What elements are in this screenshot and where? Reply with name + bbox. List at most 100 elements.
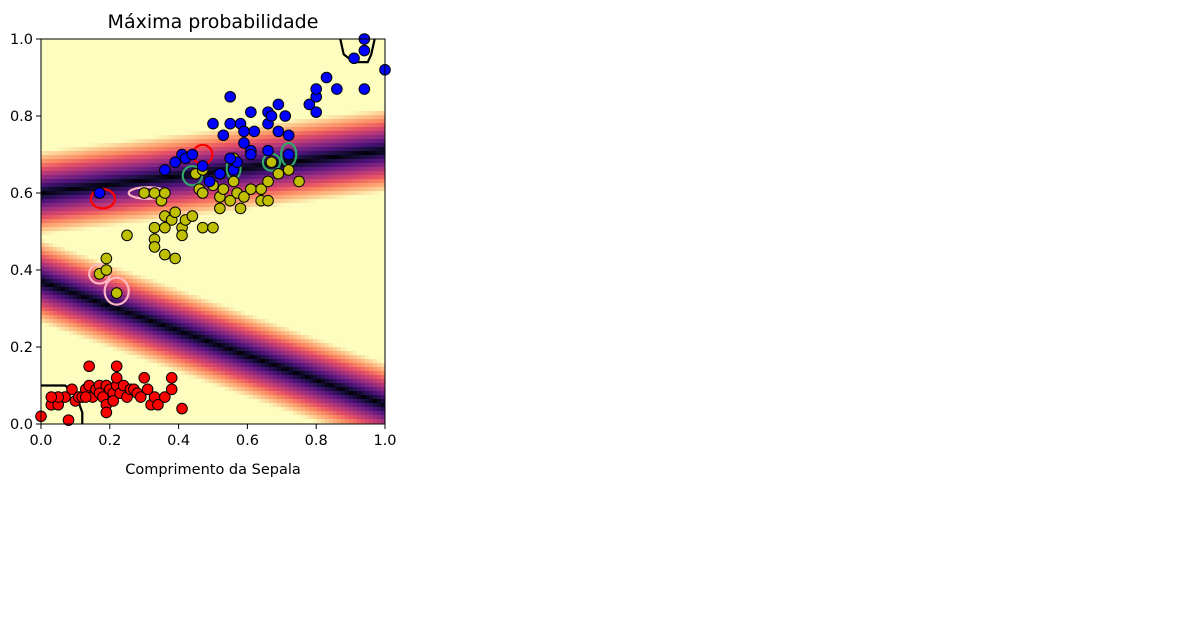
scatter-point-s2-42 bbox=[203, 175, 216, 188]
scatter-point-s1-2 bbox=[100, 252, 113, 265]
scatter-point-s0-44 bbox=[79, 391, 92, 403]
scatter-point-s0-39 bbox=[165, 383, 178, 396]
scatter-point-s0-33 bbox=[141, 383, 154, 396]
scatter-point-s2-8 bbox=[217, 129, 230, 142]
scatter-point-s1-4 bbox=[121, 229, 133, 242]
scatter-point-s2-32 bbox=[310, 83, 323, 95]
scatter-point-s1-15 bbox=[148, 241, 161, 253]
scatter-point-s1-38 bbox=[255, 183, 267, 195]
scatter-point-s0-21 bbox=[107, 395, 120, 407]
scatter-point-s1-19 bbox=[176, 229, 188, 242]
scatter-point-s1-17 bbox=[159, 248, 171, 261]
scatter-point-s2-37 bbox=[358, 83, 371, 95]
x-tick-label: 0.0 bbox=[29, 433, 52, 449]
scatter-point-s2-34 bbox=[331, 83, 343, 95]
annotation-outline-5 bbox=[181, 164, 204, 187]
scatter-point-s0-36 bbox=[152, 398, 164, 411]
y-tick-label: 1.0 bbox=[10, 32, 33, 48]
x-axis: 0.0 0.2 0.4 0.6 0.8 1.0 bbox=[29, 424, 397, 449]
scatter-point-s2-41 bbox=[214, 167, 226, 180]
scatter-point-s2-18 bbox=[245, 106, 257, 118]
scatter-point-s2-33 bbox=[320, 71, 333, 84]
scatter-point-s2-9 bbox=[224, 90, 236, 103]
scatter-point-s1-40 bbox=[262, 175, 274, 188]
scatter-point-s2-35 bbox=[348, 52, 360, 65]
scatter-point-s2-26 bbox=[279, 110, 292, 122]
scatter-point-s2-10 bbox=[224, 117, 236, 130]
probability-heatmap bbox=[41, 39, 385, 424]
scatter-point-s2-14 bbox=[238, 137, 250, 149]
chart-title: Máxima probabilidade bbox=[108, 11, 319, 33]
plot-frame bbox=[40, 38, 386, 425]
scatter-point-s2-24 bbox=[272, 98, 285, 111]
scatter-point-s2-5 bbox=[186, 148, 199, 161]
scatter-point-s1-31 bbox=[224, 194, 236, 207]
scatter-point-s2-29 bbox=[303, 98, 316, 111]
scatter-point-s2-7 bbox=[207, 117, 219, 130]
scatter-point-s1-37 bbox=[245, 183, 257, 195]
scatter-point-s1-12 bbox=[169, 252, 181, 265]
scatter-point-s2-15 bbox=[238, 125, 250, 138]
scatter-point-s1-30 bbox=[217, 183, 230, 195]
y-tick-label: 0.4 bbox=[10, 263, 33, 279]
x-tick-label: 1.0 bbox=[373, 433, 396, 449]
scatter-point-s1-21 bbox=[186, 210, 199, 222]
scatter-point-s1-11 bbox=[169, 206, 181, 219]
y-axis: 0.0 0.2 0.4 0.6 0.8 1.0 bbox=[10, 32, 41, 433]
scatter-point-s2-25 bbox=[272, 125, 285, 138]
scatter-point-s0-23 bbox=[110, 372, 123, 384]
scatter-point-s1-24 bbox=[196, 187, 209, 199]
y-tick-label: 0.2 bbox=[10, 340, 33, 356]
scatter-points bbox=[35, 33, 391, 426]
scatter-point-s1-25 bbox=[196, 221, 209, 234]
y-tick-label: 0.6 bbox=[10, 186, 33, 202]
scatter-point-s0-37 bbox=[159, 391, 171, 403]
annotation-stroke-10 bbox=[339, 39, 376, 64]
annotation-outline-4 bbox=[103, 276, 130, 306]
x-tick-label: 0.8 bbox=[305, 433, 328, 449]
x-tick-label: 0.4 bbox=[167, 433, 190, 449]
x-tick-label: 0.6 bbox=[236, 433, 259, 449]
scatter-point-s2-17 bbox=[245, 148, 257, 161]
y-tick-label: 0.0 bbox=[10, 417, 33, 433]
scatter-point-s1-27 bbox=[207, 221, 219, 234]
scatter-point-s0-24 bbox=[110, 360, 123, 373]
scatter-point-s1-16 bbox=[159, 221, 171, 234]
scatter-point-s1-44 bbox=[293, 175, 305, 188]
scatter-point-s1-32 bbox=[227, 175, 240, 188]
scatter-point-s1-43 bbox=[282, 164, 295, 176]
scatter-point-s1-45 bbox=[265, 156, 278, 168]
scatter-point-s2-36 bbox=[358, 44, 371, 57]
scatter-point-s0-41 bbox=[62, 414, 75, 426]
scatter-point-s1-3 bbox=[110, 287, 123, 299]
scatter-point-s2-1 bbox=[159, 164, 171, 176]
scatter-point-s0-43 bbox=[45, 391, 58, 403]
scatter-point-s2-23 bbox=[265, 110, 278, 122]
scatter-point-s0-38 bbox=[165, 372, 178, 384]
scatter-point-s2-30 bbox=[310, 106, 323, 118]
scatter-point-s0-40 bbox=[176, 402, 188, 415]
scatter-point-s2-28 bbox=[282, 148, 295, 161]
scatter-point-s0-10 bbox=[83, 360, 95, 373]
scatter-point-s1-1 bbox=[100, 264, 113, 276]
y-tick-label: 0.8 bbox=[10, 109, 33, 125]
x-axis-label: Comprimento da Sepala bbox=[125, 462, 301, 478]
scatter-point-s2-19 bbox=[248, 125, 261, 138]
scatter-point-s2-6 bbox=[196, 160, 209, 172]
scatter-point-s0-4 bbox=[66, 383, 78, 396]
scatter-point-s2-40 bbox=[224, 152, 236, 165]
scatter-point-s2-0 bbox=[93, 187, 106, 199]
scatter-point-s2-2 bbox=[169, 156, 181, 168]
scatter-point-s1-41 bbox=[262, 194, 274, 207]
scatter-point-s1-28 bbox=[214, 202, 226, 215]
scatter-point-s1-42 bbox=[272, 167, 285, 180]
scatter-point-s1-35 bbox=[234, 202, 247, 215]
scatter-point-s1-5 bbox=[138, 187, 150, 199]
scatter-point-s2-22 bbox=[262, 144, 274, 157]
scatter-point-s0-18 bbox=[100, 406, 113, 419]
scatter-point-s1-13 bbox=[148, 221, 161, 234]
scatter-point-s1-36 bbox=[238, 191, 250, 203]
scatter-point-s1-9 bbox=[159, 187, 171, 199]
scatter-point-s2-27 bbox=[282, 129, 295, 142]
